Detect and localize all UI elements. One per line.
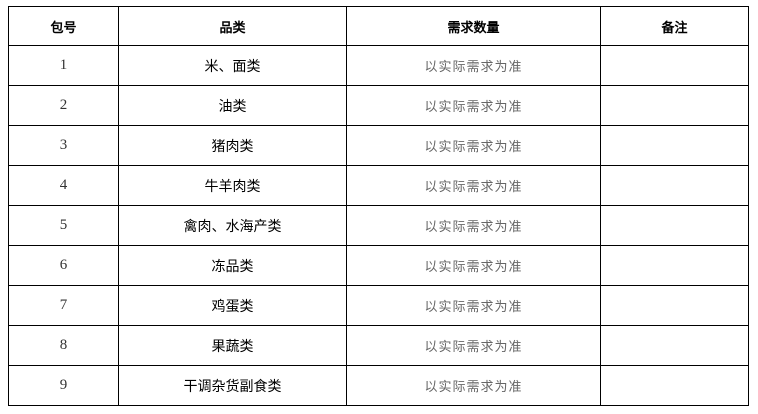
table-row: 8 果蔬类 以实际需求为准 (8, 325, 749, 366)
cell-package-no: 2 (8, 85, 119, 126)
table-row: 7 鸡蛋类 以实际需求为准 (8, 285, 749, 326)
cell-quantity: 以实际需求为准 (346, 285, 601, 326)
cell-note (600, 365, 749, 406)
cell-note (600, 245, 749, 286)
cell-note (600, 165, 749, 206)
cell-note (600, 45, 749, 86)
header-package-no: 包号 (8, 6, 119, 46)
header-note: 备注 (600, 6, 749, 46)
table-row: 4 牛羊肉类 以实际需求为准 (8, 165, 749, 206)
table-row: 9 干调杂货副食类 以实际需求为准 (8, 365, 749, 406)
cell-category: 禽肉、水海产类 (118, 205, 347, 246)
table-row: 1 米、面类 以实际需求为准 (8, 45, 749, 86)
table-row: 3 猪肉类 以实际需求为准 (8, 125, 749, 166)
cell-category: 鸡蛋类 (118, 285, 347, 326)
header-quantity: 需求数量 (346, 6, 601, 46)
cell-category: 油类 (118, 85, 347, 126)
table-row: 6 冻品类 以实际需求为准 (8, 245, 749, 286)
cell-quantity: 以实际需求为准 (346, 205, 601, 246)
cell-quantity: 以实际需求为准 (346, 245, 601, 286)
cell-note (600, 325, 749, 366)
cell-quantity: 以实际需求为准 (346, 85, 601, 126)
cell-note (600, 205, 749, 246)
cell-category: 猪肉类 (118, 125, 347, 166)
cell-package-no: 1 (8, 45, 119, 86)
cell-package-no: 9 (8, 365, 119, 406)
header-row: 包号 品类 需求数量 备注 (8, 6, 749, 46)
cell-quantity: 以实际需求为准 (346, 45, 601, 86)
cell-category: 牛羊肉类 (118, 165, 347, 206)
cell-category: 冻品类 (118, 245, 347, 286)
cell-package-no: 8 (8, 325, 119, 366)
table-row: 2 油类 以实际需求为准 (8, 85, 749, 126)
procurement-table: 包号 品类 需求数量 备注 1 米、面类 以实际需求为准 2 油类 以实际需求为准 3 猪肉类… (8, 6, 749, 406)
cell-package-no: 3 (8, 125, 119, 166)
header-category: 品类 (118, 6, 347, 46)
cell-quantity: 以实际需求为准 (346, 325, 601, 366)
cell-quantity: 以实际需求为准 (346, 165, 601, 206)
cell-category: 果蔬类 (118, 325, 347, 366)
cell-category: 干调杂货副食类 (118, 365, 347, 406)
cell-quantity: 以实际需求为准 (346, 365, 601, 406)
cell-package-no: 7 (8, 285, 119, 326)
cell-note (600, 125, 749, 166)
cell-note (600, 285, 749, 326)
cell-package-no: 5 (8, 205, 119, 246)
cell-package-no: 6 (8, 245, 119, 286)
table-row: 5 禽肉、水海产类 以实际需求为准 (8, 205, 749, 246)
cell-note (600, 85, 749, 126)
cell-category: 米、面类 (118, 45, 347, 86)
cell-package-no: 4 (8, 165, 119, 206)
cell-quantity: 以实际需求为准 (346, 125, 601, 166)
